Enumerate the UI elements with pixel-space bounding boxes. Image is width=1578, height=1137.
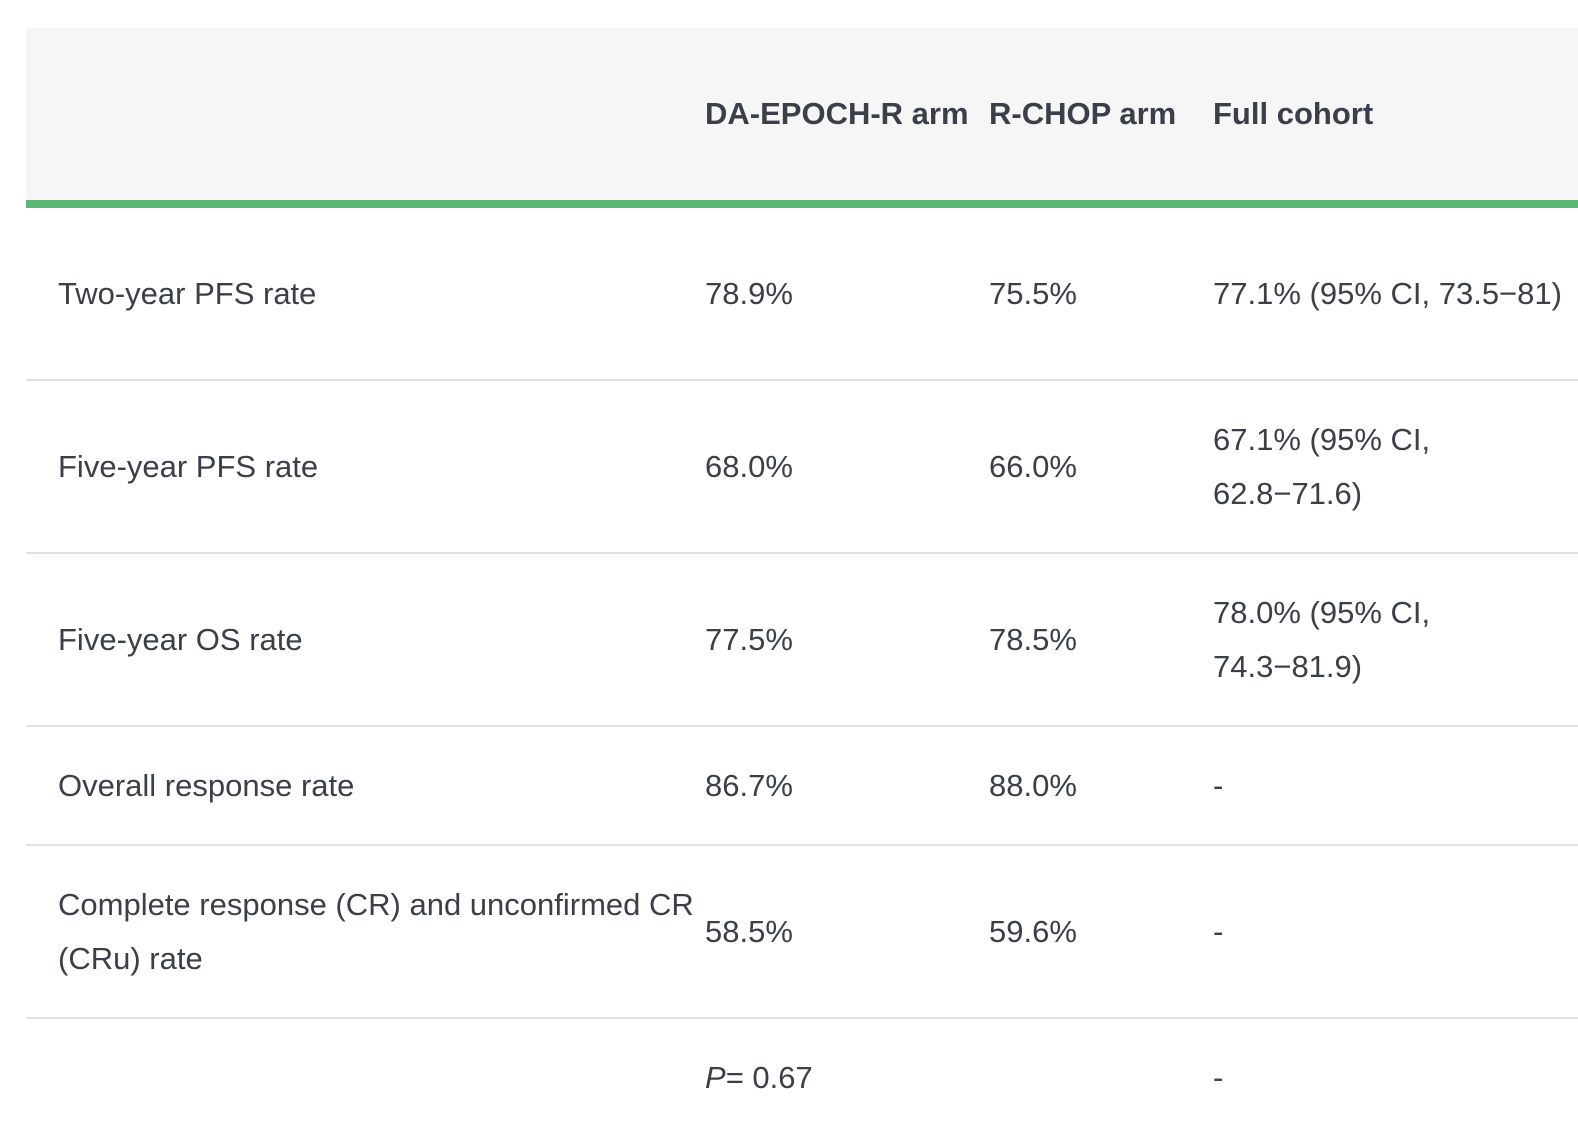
table-row: Overall response rate 86.7% 88.0% -	[26, 726, 1578, 846]
header-full-cohort: Full cohort	[1213, 28, 1578, 208]
cell-full-cohort: -	[1213, 726, 1578, 846]
table-body: Two-year PFS rate 78.9% 75.5% 77.1% (95%…	[26, 204, 1578, 1137]
cell-full-cohort: -	[1213, 1060, 1224, 1095]
table-row: Five-year PFS rate 68.0% 66.0% 67.1% (95…	[26, 380, 1578, 554]
pvalue-row: P= 0.67 -	[26, 1018, 1578, 1137]
cell-p-value: P= 0.67	[705, 1018, 989, 1137]
cell-r-chop: 66.0%	[989, 380, 1213, 554]
row-label: Complete response (CR) and unconfirmed C…	[26, 845, 705, 1019]
header-empty	[26, 28, 705, 208]
cell-da-epoch-r: 77.5%	[705, 553, 989, 727]
row-label: Two-year PFS rate	[26, 204, 705, 381]
row-label: Five-year PFS rate	[26, 380, 705, 554]
cell-r-chop: 88.0%	[989, 726, 1213, 846]
row-label	[26, 1018, 705, 1137]
table-row: Five-year OS rate 77.5% 78.5% 78.0% (95%…	[26, 553, 1578, 727]
cell-full-cohort: 77.1% (95% CI, 73.5−81)	[1213, 204, 1578, 381]
p-value: = 0.67	[725, 1060, 813, 1095]
table-row: Complete response (CR) and unconfirmed C…	[26, 845, 1578, 1019]
results-table: DA-EPOCH-R arm R-CHOP arm Full cohort Tw…	[26, 28, 1578, 1137]
table-row: Two-year PFS rate 78.9% 75.5% 77.1% (95%…	[26, 204, 1578, 381]
header-r-chop: R-CHOP arm	[989, 28, 1213, 208]
header-row: DA-EPOCH-R arm R-CHOP arm Full cohort	[26, 28, 1578, 208]
cell-da-epoch-r: 68.0%	[705, 380, 989, 554]
header-da-epoch-r: DA-EPOCH-R arm	[705, 28, 989, 208]
cell-full-cohort: 78.0% (95% CI, 74.3−81.9)	[1213, 553, 1578, 727]
row-label: Five-year OS rate	[26, 553, 705, 727]
cell-full-cohort: -	[1213, 845, 1578, 1019]
cell-r-chop: 75.5%	[989, 204, 1213, 381]
results-table-container: DA-EPOCH-R arm R-CHOP arm Full cohort Tw…	[26, 28, 1578, 1137]
cell-da-epoch-r: 58.5%	[705, 845, 989, 1019]
row-label: Overall response rate	[26, 726, 705, 846]
cell-da-epoch-r: 86.7%	[705, 726, 989, 846]
cell-r-chop: 59.6%	[989, 845, 1213, 1019]
p-symbol: P	[705, 1060, 726, 1095]
cell-r-chop: 78.5%	[989, 553, 1213, 727]
cell-da-epoch-r: 78.9%	[705, 204, 989, 381]
cell-full-cohort: 67.1% (95% CI, 62.8−71.6)	[1213, 380, 1578, 554]
table-header: DA-EPOCH-R arm R-CHOP arm Full cohort	[26, 28, 1578, 208]
cell-r-chop	[989, 1018, 1213, 1137]
